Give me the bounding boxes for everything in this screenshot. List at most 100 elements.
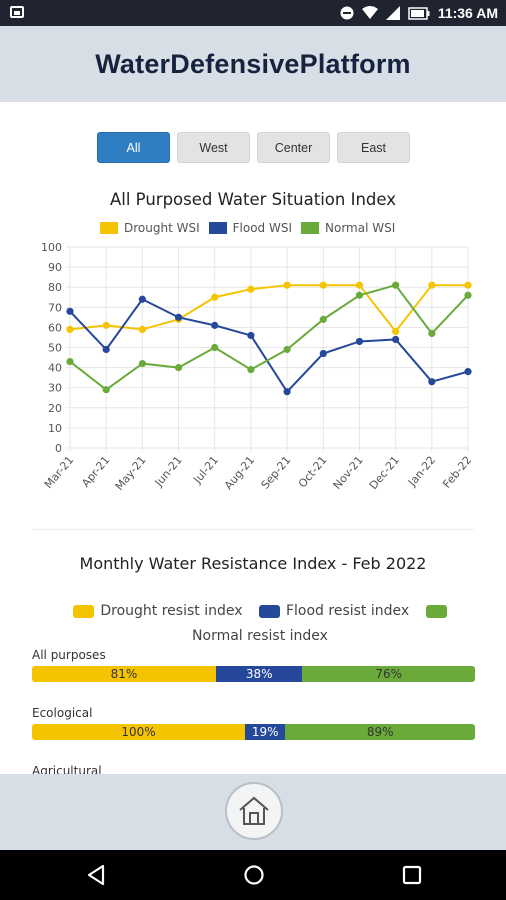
section-divider (32, 529, 474, 530)
data-point-flood (392, 335, 400, 344)
legend-item-drought[interactable]: Drought WSI (100, 221, 200, 235)
bottom-bar (0, 774, 506, 850)
tab-west[interactable]: West (177, 132, 250, 163)
legend-swatch-flood (208, 222, 227, 234)
image-icon (10, 6, 24, 18)
data-point-flood (174, 313, 183, 321)
x-tick-label: Mar-21 (42, 454, 76, 491)
data-point-flood (138, 295, 146, 303)
home-circle-icon[interactable] (243, 864, 265, 886)
signal-icon (385, 6, 400, 20)
line-chart[interactable]: 0 10 20 30 40 50 60 70 80 90 100 Mar-21 Apr-21 May-21… (0, 102, 506, 522)
data-point-normal (211, 343, 219, 352)
y-tick-label: 50 (48, 342, 62, 355)
line-chart-title: All Purposed Water Situation Index (109, 190, 397, 209)
data-point-drought (464, 281, 472, 289)
flood-segment[interactable]: 19% (244, 724, 286, 740)
data-point-normal (102, 386, 110, 394)
y-tick-label: 80 (48, 281, 62, 294)
legend-swatch-drought-resist (73, 604, 95, 618)
status-icons: 11:36 AM (340, 3, 498, 23)
x-tick-label: Jan-22 (405, 454, 438, 490)
tab-all[interactable]: All (97, 132, 170, 163)
data-point-normal (392, 281, 400, 289)
x-tick-label: Apr-21 (79, 454, 112, 490)
normal-segment[interactable]: 89% (285, 724, 475, 740)
data-point-flood (66, 307, 74, 315)
tab-east[interactable]: East (337, 132, 410, 163)
legend-swatch-normal (301, 222, 319, 234)
data-point-normal (66, 357, 74, 366)
data-point-normal (283, 345, 291, 354)
y-tick-label: 70 (48, 301, 62, 314)
bar-group-all-purposes: All purposes 81% 38% 76% (32, 648, 475, 682)
data-point-flood (464, 368, 472, 376)
legend-item-normal[interactable]: Normal WSI (301, 221, 395, 235)
y-tick-label: 10 (48, 422, 62, 435)
data-point-drought (102, 321, 110, 329)
system-nav-bar (0, 850, 506, 900)
legend-item-flood-resist[interactable]: Flood resist index (258, 600, 410, 622)
y-tick-label: 30 (48, 382, 62, 395)
x-tick-label: Nov-21 (331, 454, 366, 492)
bar-label: All purposes (32, 648, 106, 662)
status-bar: 11:36 AM (0, 0, 506, 26)
bar-chart-legend: Drought resist index Flood resist index … (60, 600, 460, 647)
x-tick-label: Dec-21 (367, 454, 402, 492)
bar-label: Agricultural (32, 764, 102, 774)
data-point-drought (211, 293, 219, 301)
y-tick-label: 20 (48, 402, 62, 415)
tab-center[interactable]: Center (257, 132, 330, 163)
drought-segment[interactable]: 81% (32, 666, 216, 682)
legend-swatch-drought (100, 222, 118, 234)
x-tick-label: Jul-21 (190, 454, 221, 487)
data-point-flood (102, 345, 110, 354)
bar-label: Ecological (32, 706, 93, 720)
app-title: WaterDefensivePlatform (95, 48, 411, 79)
legend-swatch-flood-resist (258, 604, 280, 618)
data-point-flood (211, 321, 219, 329)
drought-segment[interactable]: 100% (32, 724, 245, 740)
series-line-drought (69, 284, 468, 334)
main-content[interactable]: All West Center East All Purposed Water … (0, 102, 506, 774)
data-point-flood (319, 349, 327, 358)
series-line-flood (69, 297, 469, 394)
data-point-normal (247, 366, 255, 374)
stacked-bar[interactable]: 81% 38% 76% (32, 666, 475, 682)
data-point-drought (319, 281, 327, 289)
legend-item-drought-resist[interactable]: Drought resist index (73, 600, 243, 622)
legend-item-normal-resist[interactable] (425, 604, 447, 618)
status-time: 11:36 AM (437, 5, 498, 21)
home-button[interactable] (225, 782, 283, 840)
data-point-normal (428, 329, 436, 338)
bar-chart-title: Monthly Water Resistance Index - Feb 202… (79, 554, 427, 573)
home-icon (239, 796, 269, 825)
legend-swatch-normal-resist (425, 604, 447, 618)
data-point-normal (464, 291, 472, 299)
stacked-bar[interactable]: 100% 19% 89% (32, 724, 475, 740)
series-line-normal (69, 284, 469, 391)
data-point-flood (247, 331, 255, 340)
y-tick-label: 90 (48, 261, 62, 274)
y-tick-label: 0 (55, 442, 62, 455)
data-point-drought (283, 281, 291, 289)
y-tick-label: 100 (41, 241, 62, 254)
x-tick-label: Aug-21 (222, 454, 257, 493)
legend-label-flood-resist: Flood resist index (285, 603, 410, 619)
data-point-flood (355, 337, 364, 346)
normal-segment[interactable]: 76% (302, 666, 475, 682)
bar-group-ecological: Ecological 100% 19% 89% (32, 706, 475, 740)
data-point-normal (355, 291, 364, 299)
app-header: WaterDefensivePlatform (0, 26, 506, 102)
data-point-flood (428, 378, 436, 386)
flood-segment[interactable]: 38% (216, 666, 303, 682)
legend-item-flood[interactable]: Flood WSI (208, 221, 292, 235)
recents-icon[interactable] (402, 864, 422, 886)
data-point-drought (392, 327, 400, 336)
bar-group-agricultural: Agricultural (32, 764, 475, 774)
data-point-normal (174, 364, 183, 372)
back-icon[interactable] (86, 864, 106, 886)
data-point-drought (247, 285, 255, 293)
x-tick-label: Jun-21 (152, 454, 185, 490)
region-tabs: All West Center East (97, 132, 410, 163)
